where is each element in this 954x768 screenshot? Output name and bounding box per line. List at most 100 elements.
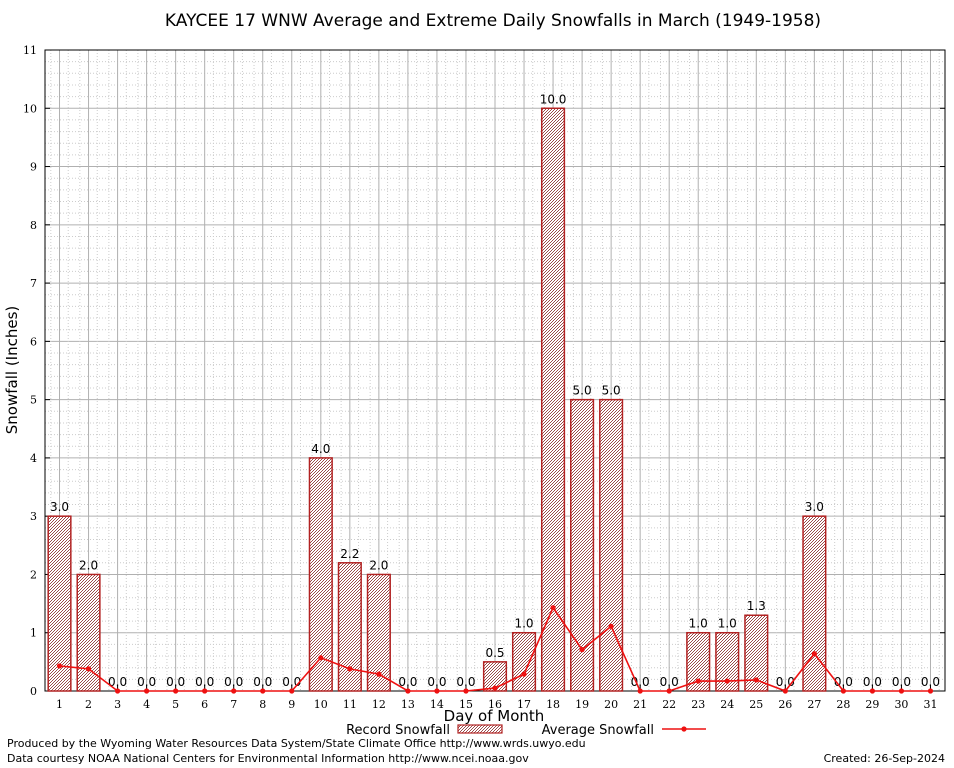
x-tick-label: 4 xyxy=(143,698,150,711)
x-tick-label: 6 xyxy=(201,698,208,711)
footer-producer: Produced by the Wyoming Water Resources … xyxy=(7,737,586,750)
x-tick-label: 14 xyxy=(430,698,444,711)
average-line xyxy=(56,605,934,694)
average-point xyxy=(231,688,237,694)
y-tick-label: 5 xyxy=(30,394,37,407)
y-tick-label: 7 xyxy=(30,277,37,290)
x-tick-label: 26 xyxy=(778,698,792,711)
x-tick-label: 20 xyxy=(604,698,618,711)
record-bar xyxy=(47,515,72,692)
legend-record-swatch xyxy=(457,724,503,734)
record-value-label: 2.0 xyxy=(369,558,388,572)
average-point xyxy=(782,688,788,694)
y-tick-label: 1 xyxy=(30,627,37,640)
average-point xyxy=(811,651,817,657)
x-tick-label: 9 xyxy=(288,698,295,711)
x-tick-label: 2 xyxy=(85,698,92,711)
record-value-label: 0.0 xyxy=(253,675,272,689)
x-tick-label: 11 xyxy=(343,698,357,711)
average-point xyxy=(202,688,208,694)
average-point xyxy=(376,671,382,677)
average-point xyxy=(898,688,905,694)
average-point xyxy=(521,671,527,677)
record-value-label: 1.0 xyxy=(514,617,533,631)
y-tick-label: 9 xyxy=(30,161,37,174)
record-bar xyxy=(686,631,711,692)
x-axis-ticks: 1 2 3 4 5 6 7 8 9 10 11 12 13 14 15 16 17 18 19 20 21 22 23 24 2… xyxy=(56,686,937,711)
record-value-label: 0.0 xyxy=(195,675,214,689)
average-point xyxy=(173,688,179,694)
record-bar xyxy=(744,614,769,692)
x-tick-label: 29 xyxy=(865,698,879,711)
record-bar xyxy=(308,457,333,692)
x-tick-label: 7 xyxy=(230,698,237,711)
average-point xyxy=(695,678,701,684)
x-tick-label: 15 xyxy=(459,698,473,711)
record-value-label: 0.0 xyxy=(224,675,243,689)
y-tick-label: 11 xyxy=(23,44,37,57)
record-bar xyxy=(76,573,101,692)
x-tick-label: 25 xyxy=(749,698,763,711)
y-tick-label: 8 xyxy=(30,219,37,232)
average-point xyxy=(840,688,846,694)
x-tick-label: 21 xyxy=(633,698,647,711)
y-tick-label: 10 xyxy=(23,102,37,115)
record-bar xyxy=(540,107,566,692)
average-point xyxy=(550,605,556,611)
record-bar xyxy=(715,631,740,692)
record-value-label: 0.0 xyxy=(660,675,679,689)
average-point xyxy=(869,688,876,694)
record-value-label: 3.0 xyxy=(50,500,69,514)
y-tick-label: 6 xyxy=(30,335,37,348)
record-bar-labels: 3.0 2.0 0.0 0.0 0.0 0.0 0.0 0.0 0.0 4.0 2.2 2.0 0.0 0… xyxy=(50,92,940,689)
record-value-label: 3.0 xyxy=(805,500,824,514)
average-point xyxy=(144,688,150,694)
average-point xyxy=(56,663,63,669)
record-bar xyxy=(802,515,827,692)
average-point xyxy=(405,688,411,694)
record-value-label: 5.0 xyxy=(573,384,592,398)
record-value-label: 0.0 xyxy=(892,675,911,689)
x-tick-label: 24 xyxy=(720,698,734,711)
average-point xyxy=(608,623,614,629)
y-tick-label: 3 xyxy=(30,510,37,523)
y-tick-label: 4 xyxy=(30,452,37,465)
average-point xyxy=(492,685,498,691)
record-value-label: 0.0 xyxy=(921,675,940,689)
x-tick-label: 3 xyxy=(114,698,121,711)
record-bars xyxy=(47,107,827,692)
average-point xyxy=(724,678,730,684)
x-tick-label: 8 xyxy=(259,698,266,711)
x-tick-label: 23 xyxy=(691,698,705,711)
record-bar xyxy=(570,398,595,692)
y-axis-ticks: 0 1 2 3 4 5 6 7 8 9 10 11 xyxy=(23,44,945,698)
record-bar xyxy=(482,661,508,692)
record-bar xyxy=(599,398,624,692)
record-value-label: 0.0 xyxy=(166,675,185,689)
record-value-label: 0.0 xyxy=(108,675,127,689)
record-value-label: 0.0 xyxy=(456,675,475,689)
average-point xyxy=(666,688,672,694)
x-tick-label: 13 xyxy=(401,698,415,711)
x-tick-label: 19 xyxy=(575,698,589,711)
legend-record-label: Record Snowfall xyxy=(346,723,450,738)
record-value-label: 0.5 xyxy=(485,646,504,660)
x-tick-label: 31 xyxy=(923,698,937,711)
footer-created: Created: 26-Sep-2024 xyxy=(824,752,945,765)
record-value-label: 2.0 xyxy=(79,558,98,572)
y-tick-label: 0 xyxy=(30,685,37,698)
average-point xyxy=(463,688,469,694)
average-point xyxy=(85,666,92,672)
x-tick-label: 10 xyxy=(314,698,328,711)
average-point xyxy=(260,688,266,694)
average-point xyxy=(318,655,324,661)
record-value-label: 4.0 xyxy=(311,442,330,456)
grid xyxy=(45,49,945,692)
legend-average-label: Average Snowfall xyxy=(542,723,654,738)
record-value-label: 5.0 xyxy=(602,384,621,398)
legend: Record Snowfall Average Snowfall xyxy=(346,723,706,738)
average-point xyxy=(927,688,934,694)
record-value-label: 1.0 xyxy=(718,617,737,631)
record-value-label: 0.0 xyxy=(398,675,417,689)
